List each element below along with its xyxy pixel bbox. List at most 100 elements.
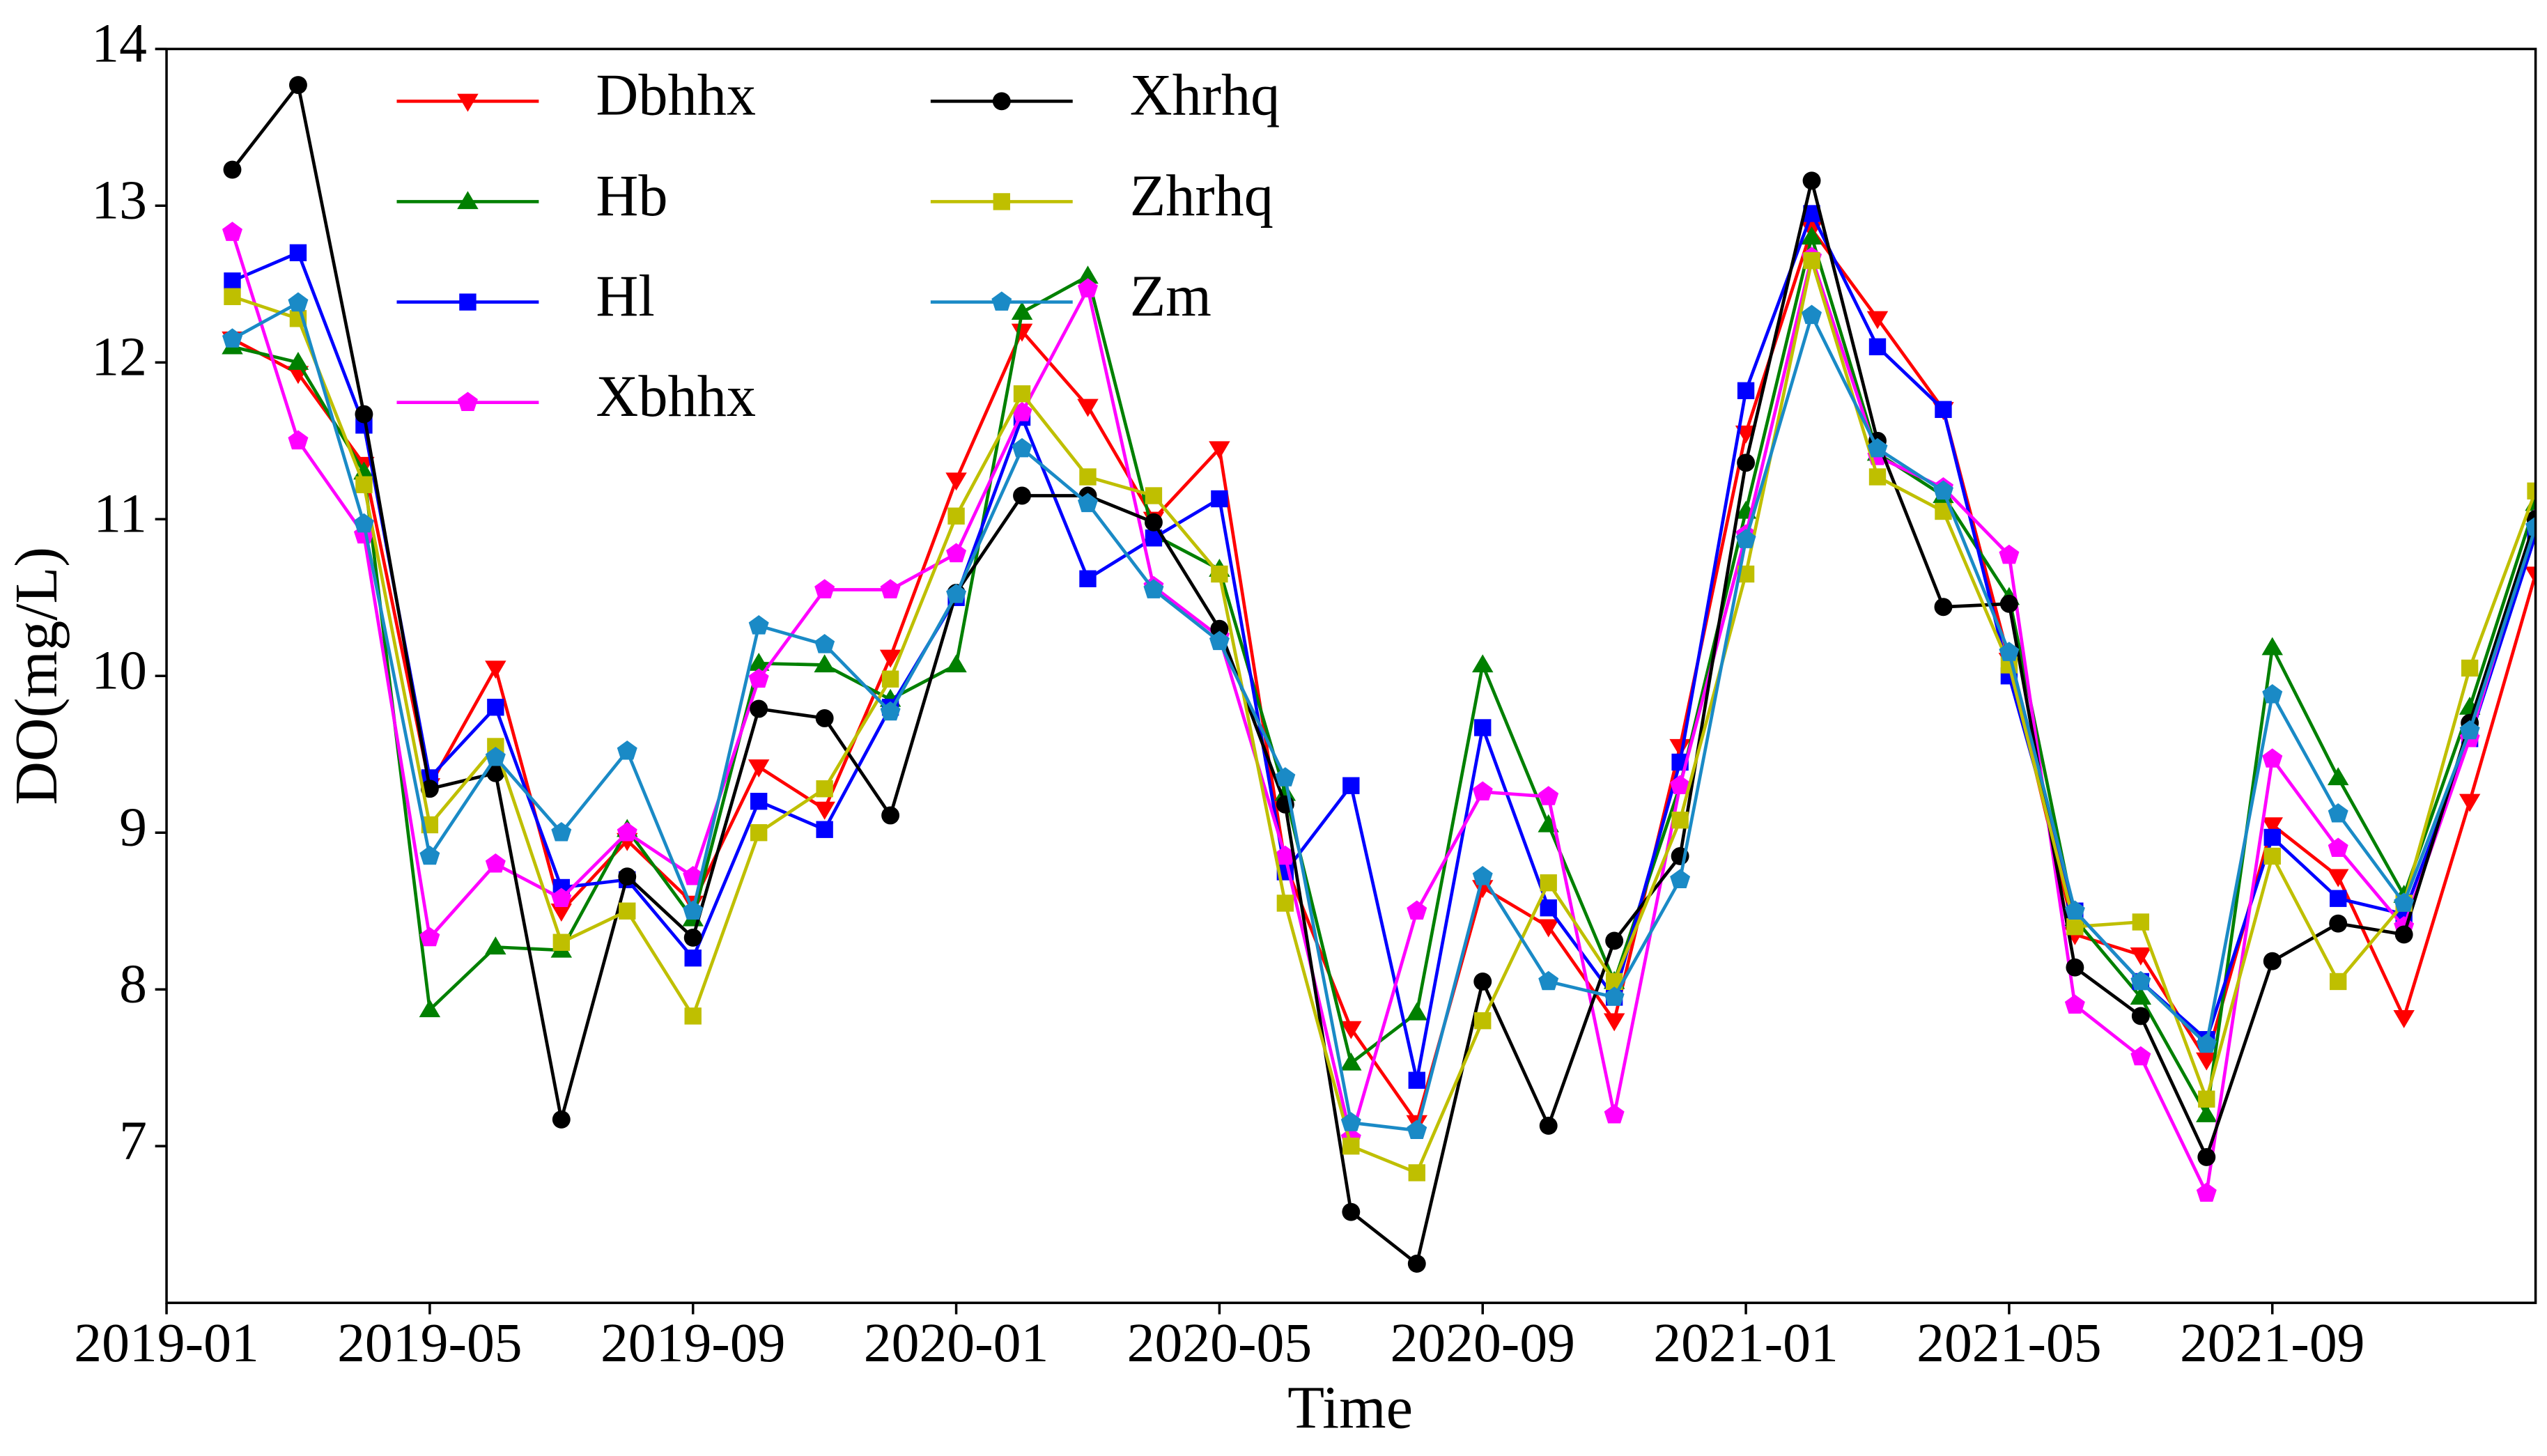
marker [1474, 719, 1492, 736]
marker [2064, 994, 2085, 1014]
marker [1012, 402, 1032, 421]
marker [1802, 304, 1822, 325]
x-tick-label: 2020-05 [1127, 1312, 1313, 1374]
marker [816, 821, 833, 838]
marker [2394, 892, 2415, 912]
marker [2198, 1090, 2215, 1108]
marker [1079, 468, 1097, 486]
marker [992, 92, 1011, 111]
marker [1144, 513, 1163, 532]
marker [748, 759, 770, 777]
marker [2393, 1010, 2415, 1028]
marker [1472, 781, 1493, 801]
marker [1999, 544, 2020, 564]
marker [1211, 565, 1228, 583]
marker [2064, 900, 2085, 920]
marker [2459, 720, 2480, 740]
y-tick-label: 11 [93, 483, 147, 545]
series-line [231, 260, 2536, 1175]
y-tick-label: 8 [119, 953, 147, 1014]
marker [2131, 1007, 2150, 1025]
legend-label: Hb [596, 164, 667, 229]
marker [550, 904, 573, 922]
x-tick-label: 2019-05 [337, 1312, 522, 1374]
marker [1935, 401, 1952, 418]
marker [945, 654, 967, 673]
x-tick-label: 2019-01 [74, 1312, 259, 1374]
x-tick-label: 2020-09 [1390, 1312, 1575, 1374]
marker [2130, 970, 2151, 991]
marker [683, 929, 702, 947]
marker [1999, 642, 2020, 661]
marker [881, 670, 899, 688]
marker [748, 668, 769, 688]
marker [486, 764, 505, 782]
marker [750, 699, 768, 718]
x-tick-label: 2021-09 [2180, 1312, 2365, 1374]
axes-frame [165, 47, 2537, 1304]
marker [1803, 251, 1820, 270]
marker [1077, 398, 1099, 417]
marker [618, 867, 637, 886]
marker [1540, 874, 1557, 892]
marker [2066, 918, 2084, 936]
y-tick-label: 12 [91, 327, 147, 388]
marker [419, 845, 440, 865]
marker [879, 649, 901, 668]
marker [1737, 382, 1755, 399]
marker [1011, 323, 1033, 342]
marker [619, 902, 636, 920]
marker [419, 999, 441, 1018]
marker [1408, 1164, 1425, 1182]
marker [2263, 847, 2281, 865]
marker [947, 507, 965, 525]
marker [1867, 437, 1888, 458]
marker [1933, 480, 1953, 500]
marker [1539, 1116, 1558, 1135]
marker [353, 513, 374, 533]
marker [2130, 1046, 2151, 1066]
marker [2330, 890, 2347, 907]
marker [814, 654, 835, 673]
marker [1145, 487, 1163, 504]
marker [1540, 899, 1557, 917]
marker [552, 1110, 571, 1129]
x-tick-label: 2020-01 [864, 1312, 1049, 1374]
legend-label: Xhrhq [1130, 63, 1280, 128]
marker [1866, 311, 1889, 330]
marker [1671, 812, 1689, 829]
series-line [231, 231, 2536, 1120]
marker [2327, 869, 2349, 888]
marker [223, 160, 242, 179]
legend: Dbhhx Hb Hl Xbhhx Xhrhq Zhrhq Zm [396, 63, 1280, 429]
marker [289, 244, 307, 261]
marker [1077, 278, 1098, 297]
y-tick-label: 13 [91, 170, 147, 231]
x-tick-label: 2021-01 [1653, 1312, 1838, 1374]
series-line [231, 209, 2536, 1081]
marker [880, 579, 901, 598]
marker [457, 191, 479, 210]
marker [2261, 637, 2283, 656]
marker [222, 222, 242, 241]
marker [816, 780, 833, 798]
marker [1013, 385, 1031, 403]
series-line [231, 225, 2536, 1126]
marker [355, 405, 373, 424]
marker [2525, 566, 2536, 585]
marker [991, 291, 1012, 311]
marker [2525, 516, 2536, 536]
marker [1670, 869, 1691, 889]
y-tick-label: 9 [119, 797, 147, 858]
marker [1407, 1254, 1426, 1273]
marker [1275, 845, 1296, 865]
series-line [231, 300, 2536, 1133]
marker [1079, 570, 1097, 587]
marker [1209, 630, 1230, 651]
marker [1999, 594, 2018, 613]
marker [288, 430, 309, 450]
marker [1868, 468, 1887, 486]
marker [485, 660, 506, 679]
marker [224, 288, 241, 305]
marker [748, 615, 769, 635]
